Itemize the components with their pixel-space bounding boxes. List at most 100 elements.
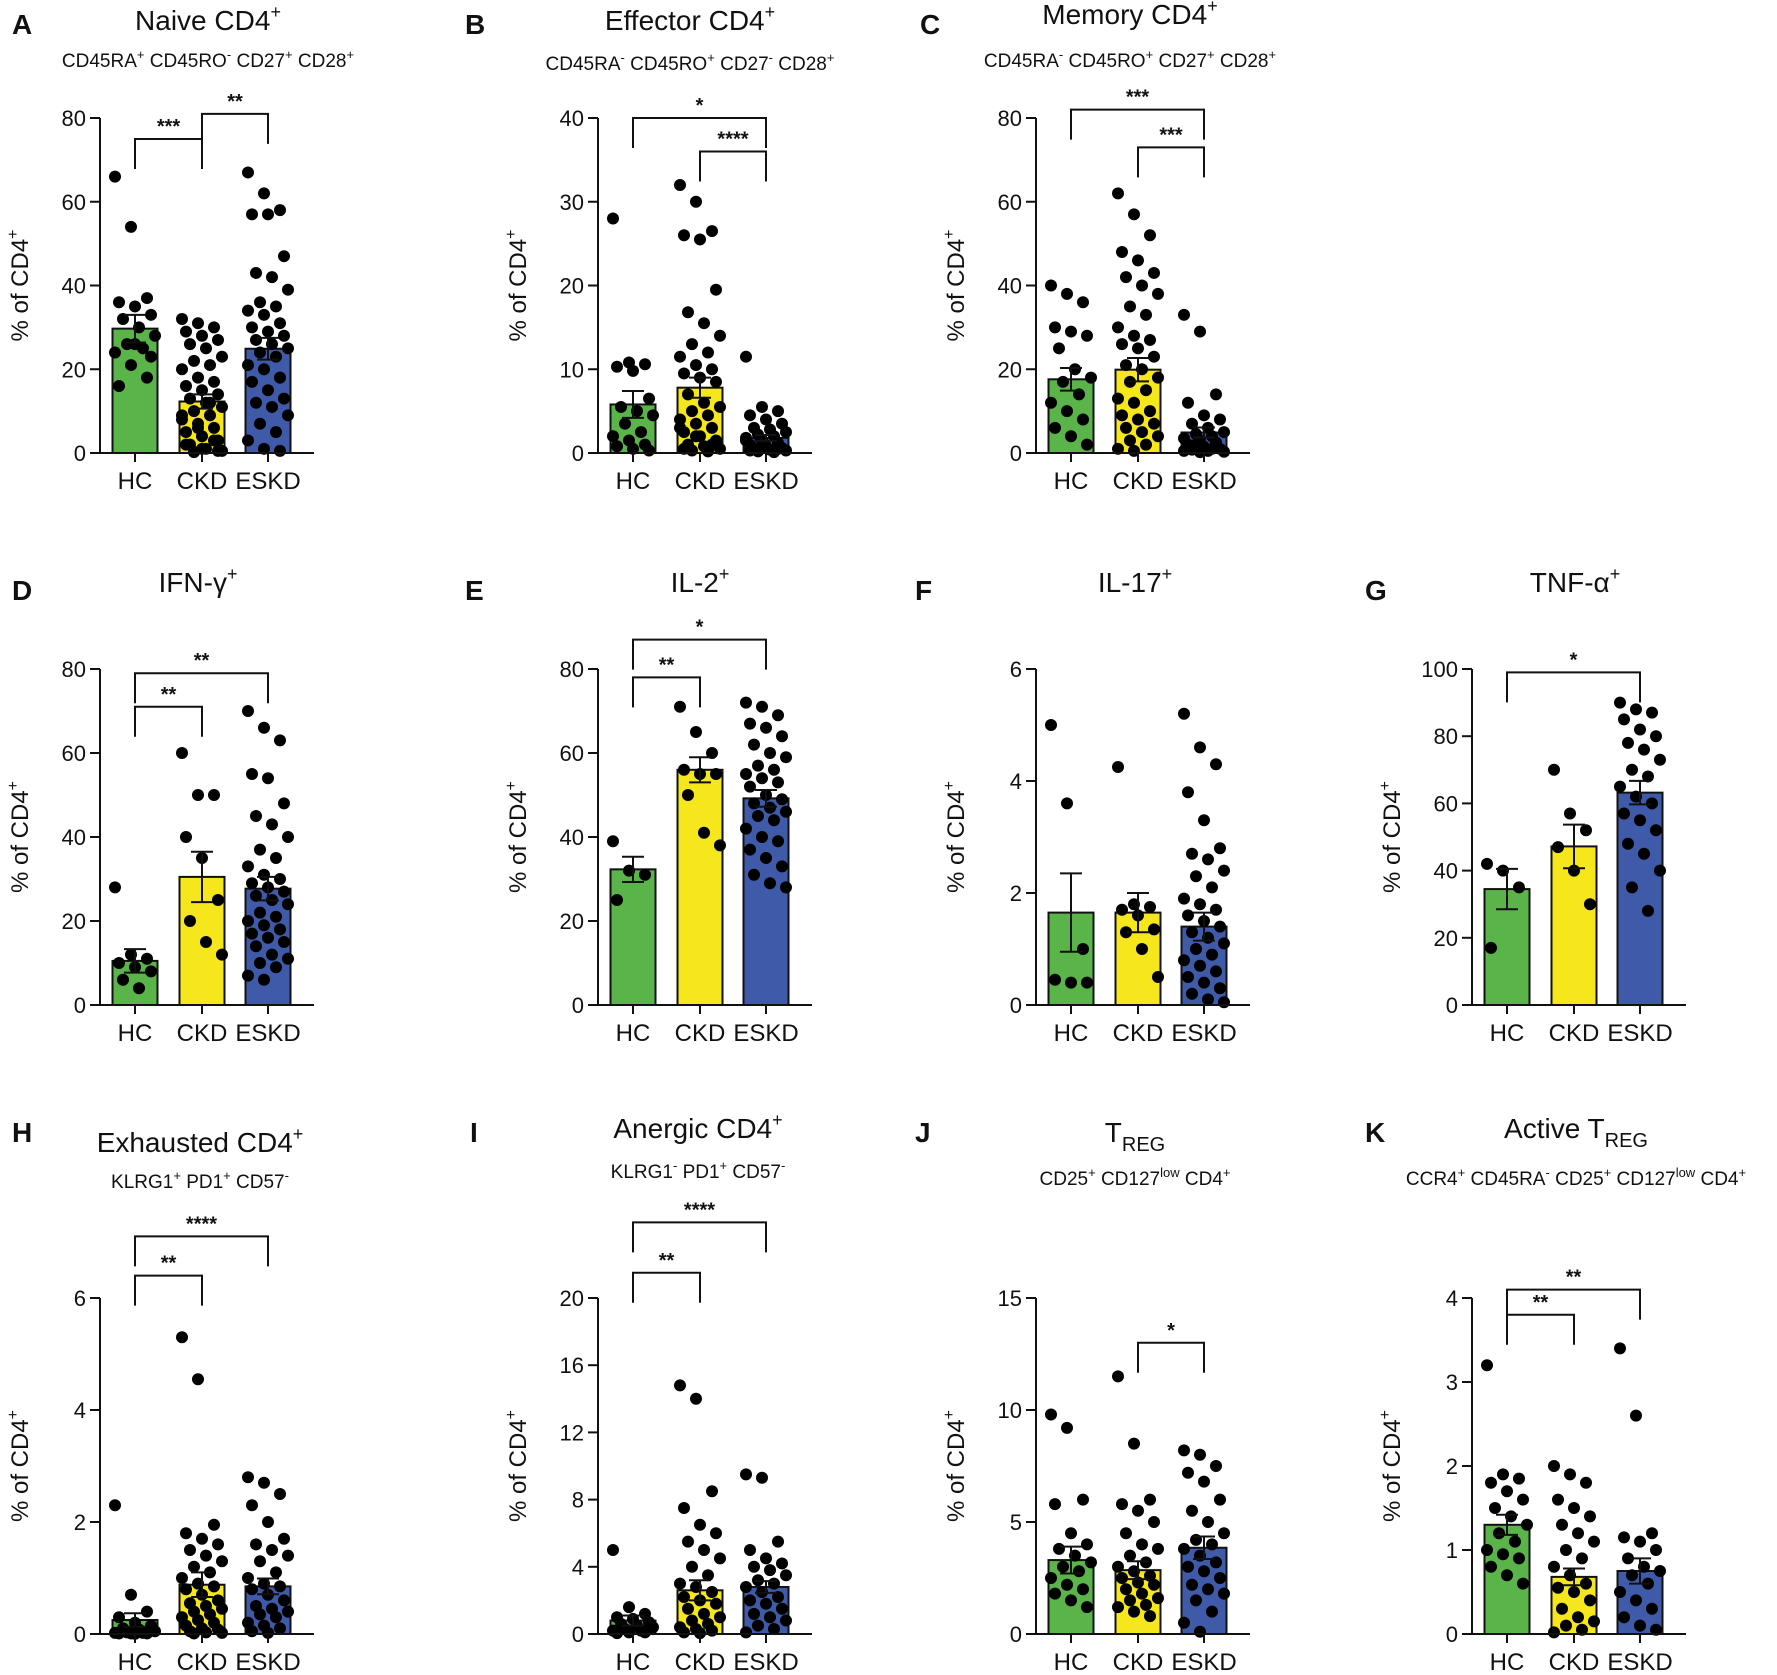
point-CKD [1576, 1623, 1588, 1636]
point-ESKD [1650, 1623, 1662, 1636]
point-ESKD [776, 730, 788, 743]
point-CKD [1548, 763, 1560, 776]
x-tick-label: CKD [675, 1020, 726, 1047]
significance-bracket [632, 1271, 701, 1303]
point-CKD [714, 1552, 726, 1565]
point-ESKD [1622, 1552, 1634, 1565]
point-HC [1049, 321, 1061, 334]
point-CKD [192, 789, 204, 801]
ylabel-text: % of CD4 [505, 239, 532, 342]
point-ESKD [1194, 325, 1206, 338]
significance-label: ** [1533, 1292, 1549, 1314]
title-text: T [1105, 1117, 1122, 1148]
point-CKD [706, 363, 718, 376]
point-ESKD [274, 923, 286, 936]
point-ESKD [740, 350, 752, 363]
point-HC [141, 371, 153, 384]
point-ESKD [266, 818, 278, 831]
point-ESKD [250, 810, 262, 822]
point-CKD [674, 179, 686, 191]
subtitle-text: PD1 [181, 1172, 223, 1193]
subtitle-text: CD57 [231, 1172, 285, 1193]
ylabel-text: % of CD4 [943, 239, 970, 342]
point-HC [1049, 1587, 1061, 1600]
point-HC [1081, 329, 1093, 342]
significance-bracket [632, 1221, 767, 1253]
point-HC [1085, 1556, 1097, 1569]
point-HC [1053, 1542, 1065, 1555]
point-CKD [710, 1527, 722, 1540]
subtitle-text: CD45RO [1063, 51, 1145, 72]
x-tick-label: CKD [675, 468, 726, 495]
point-CKD [1152, 971, 1164, 983]
significance-label: ** [161, 684, 177, 706]
point-ESKD [1214, 413, 1226, 426]
point-ESKD [764, 747, 776, 759]
point-ESKD [740, 822, 752, 835]
point-CKD [706, 438, 718, 451]
point-CKD [1152, 1592, 1164, 1605]
point-ESKD [1178, 308, 1190, 321]
point-CKD [690, 430, 702, 443]
significance-bracket [1137, 1341, 1205, 1373]
point-ESKD [740, 768, 752, 780]
point-ESKD [756, 700, 768, 713]
y-tick-label: 4 [1010, 769, 1022, 794]
panel-A: A Naive CD4+CD45RA+ CD45RO- CD27+ CD28+% … [5, 2, 354, 495]
point-HC [141, 952, 153, 965]
point-ESKD [242, 359, 254, 372]
y-tick-label: 20 [998, 357, 1022, 382]
y-tick-label: 20 [560, 1286, 584, 1311]
point-HC [1065, 1527, 1077, 1540]
point-HC [1061, 1578, 1073, 1591]
x-tick-label: HC [118, 1020, 153, 1047]
point-ESKD [1622, 736, 1634, 749]
point-ESKD [274, 371, 286, 384]
point-ESKD [254, 296, 266, 309]
point-HC [1077, 296, 1089, 309]
point-CKD [1128, 1605, 1140, 1618]
point-ESKD [1198, 1475, 1210, 1488]
y-axis-label: % of CD4+ [503, 229, 532, 341]
point-HC [1065, 325, 1077, 338]
point-HC [611, 894, 623, 906]
point-ESKD [1614, 1586, 1626, 1598]
ylabel-superscript: + [503, 781, 520, 790]
x-tick-label: CKD [1113, 1020, 1164, 1047]
title-subscript: REG [1122, 1134, 1165, 1156]
y-tick-label: 4 [572, 1555, 584, 1580]
point-HC [1517, 1493, 1529, 1506]
point-ESKD [764, 877, 776, 890]
point-CKD [1572, 1527, 1584, 1540]
y-tick-label: 2 [1010, 881, 1022, 906]
point-CKD [1136, 943, 1148, 955]
point-ESKD [282, 342, 294, 355]
y-tick-label: 60 [560, 741, 584, 766]
point-HC [627, 364, 639, 377]
subtitle-superscript: + [173, 1168, 181, 1183]
subtitle-superscript: + [707, 50, 715, 65]
point-ESKD [756, 772, 768, 785]
point-ESKD [274, 873, 286, 885]
point-ESKD [740, 1626, 752, 1639]
point-CKD [208, 1580, 220, 1593]
subtitle-text: CD27 [1153, 51, 1207, 72]
point-ESKD [772, 1535, 784, 1548]
x-tick-label: HC [1054, 1020, 1089, 1047]
point-ESKD [1614, 1342, 1626, 1355]
point-CKD [1580, 1577, 1592, 1590]
point-CKD [1148, 1578, 1160, 1591]
point-ESKD [1206, 881, 1218, 894]
point-CKD [686, 338, 698, 351]
point-CKD [1148, 417, 1160, 430]
point-CKD [674, 1379, 686, 1392]
panel-title: Active TREG [1504, 1113, 1648, 1152]
point-ESKD [282, 409, 294, 422]
subtitle-text: CD25 [1040, 1169, 1089, 1190]
significance-label: *** [157, 116, 181, 138]
point-ESKD [1214, 1572, 1226, 1584]
panel-letter: H [12, 1117, 32, 1148]
significance-label: **** [186, 1213, 217, 1235]
point-CKD [682, 306, 694, 319]
